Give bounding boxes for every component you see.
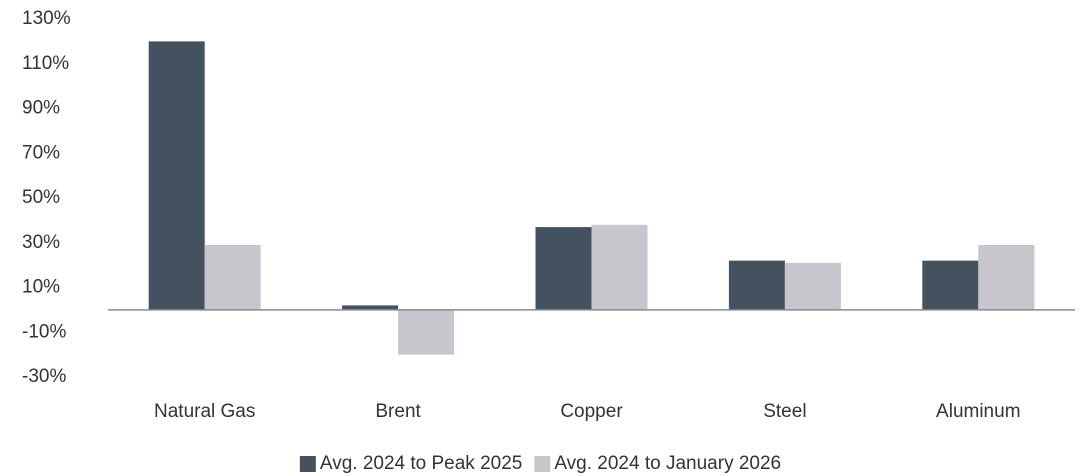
x-tick-label: Brent <box>375 401 421 422</box>
bar <box>784 262 841 310</box>
y-tick-label: 130% <box>22 8 71 29</box>
legend-swatch <box>534 456 551 472</box>
y-tick-label: -30% <box>22 366 66 387</box>
bar <box>591 224 648 310</box>
bar <box>342 305 399 310</box>
x-tick-label: Steel <box>763 401 806 422</box>
x-tick-label: Natural Gas <box>154 401 255 422</box>
bar <box>535 227 592 310</box>
y-tick-label: 50% <box>22 187 60 208</box>
y-tick-label: 30% <box>22 232 60 253</box>
legend-label: Avg. 2024 to Peak 2025 <box>320 453 522 474</box>
bar <box>398 309 455 355</box>
bar <box>148 41 205 310</box>
y-tick-label: 10% <box>22 277 60 298</box>
y-tick-label: 110% <box>22 53 69 74</box>
bar <box>978 244 1035 310</box>
y-tick-label: -10% <box>22 321 66 342</box>
legend-swatch <box>299 456 316 472</box>
y-tick-label: 90% <box>22 98 60 119</box>
y-tick-label: 70% <box>22 142 60 163</box>
x-tick-label: Aluminum <box>936 401 1020 422</box>
bar <box>204 244 261 310</box>
bar <box>922 260 979 310</box>
bar <box>728 260 785 310</box>
legend-label: Avg. 2024 to January 2026 <box>554 453 781 474</box>
x-tick-label: Copper <box>560 401 623 422</box>
